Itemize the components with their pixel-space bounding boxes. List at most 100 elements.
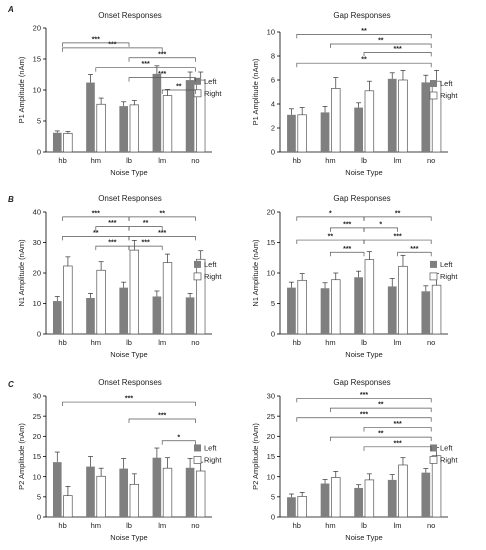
significance-bracket — [95, 67, 196, 72]
significance-bracket — [128, 245, 163, 251]
y-tick-label: 20 — [267, 432, 275, 441]
y-tick-label: 8 — [271, 52, 275, 61]
x-tick-label: lm — [394, 156, 402, 165]
significance-label: *** — [394, 421, 402, 428]
significance-bracket — [330, 251, 365, 257]
significance-label: *** — [343, 246, 351, 253]
legend-swatch-right — [429, 272, 438, 281]
y-tick-label: 30 — [267, 392, 275, 401]
significance-bracket — [296, 417, 432, 422]
bar-left-no — [185, 80, 195, 152]
bar-right-lb — [364, 259, 375, 335]
x-tick-label: lm — [394, 521, 402, 530]
x-tick-label: lb — [361, 156, 367, 165]
y-tick-label: 40 — [33, 208, 41, 217]
chart-title: Onset Responses — [98, 194, 162, 203]
significance-bracket — [128, 57, 196, 62]
y-tick-label: 5 — [271, 299, 275, 308]
bar-left-hb — [52, 462, 62, 517]
x-tick-label: lb — [361, 338, 367, 347]
bar-right-hm — [96, 103, 106, 153]
significance-bracket — [296, 216, 365, 221]
bar-right-no — [196, 258, 206, 335]
legend-label-right: Right — [440, 91, 458, 100]
bar-right-hb — [63, 495, 73, 518]
bar-left-hb — [52, 132, 62, 152]
legend-swatch-left — [194, 77, 201, 85]
legend-swatch-left — [430, 80, 437, 87]
bar-right-lm — [162, 467, 173, 518]
y-tick-label: 0 — [37, 148, 41, 157]
legend-label-left: Left — [440, 79, 453, 88]
significance-label: ** — [159, 210, 165, 217]
y-tick-label: 20 — [33, 432, 41, 441]
significance-bracket — [62, 236, 130, 241]
legend-swatch-left — [194, 444, 201, 452]
significance-bracket — [363, 216, 432, 221]
chart-5: Onset Responses 0 5 10 15 20 25 30 P2 Amplitude … — [17, 378, 222, 542]
significance-label: *** — [92, 36, 100, 43]
y-axis-label: P2 Amplitude (nAm) — [251, 423, 260, 490]
significance-label: ** — [176, 84, 182, 91]
chart-title: Gap Responses — [333, 378, 390, 387]
bar-right-lb — [364, 479, 375, 518]
bar-right-hm — [96, 475, 106, 518]
significance-label: *** — [394, 46, 402, 53]
bar-right-no — [196, 470, 206, 518]
significance-label: *** — [142, 240, 150, 247]
legend-swatch-right — [193, 456, 202, 464]
bar-left-lb — [354, 277, 363, 334]
significance-label: ** — [378, 38, 384, 45]
y-tick-label: 10 — [267, 28, 275, 37]
x-tick-label: hm — [325, 156, 335, 165]
significance-label: *** — [343, 221, 351, 228]
bar-right-hb — [63, 265, 73, 335]
y-tick-label: 30 — [33, 238, 41, 247]
significance-label: *** — [92, 210, 100, 217]
legend-label-left: Left — [440, 260, 453, 269]
bar-right-lm — [162, 95, 173, 153]
significance-bracket — [330, 407, 432, 413]
significance-label: * — [379, 221, 382, 228]
significance-label: *** — [142, 61, 150, 68]
legend-swatch-right — [429, 456, 438, 464]
bar-right-lb — [129, 483, 139, 518]
significance-bracket — [296, 62, 432, 68]
significance-bracket — [128, 236, 196, 241]
y-axis-label: N1 Amplitude (nAm) — [17, 239, 26, 307]
bar-left-lm — [387, 286, 397, 334]
bar-left-hm — [320, 112, 330, 152]
x-tick-label: lm — [158, 156, 166, 165]
bar-left-lm — [387, 479, 397, 517]
bar-right-hb — [297, 279, 307, 335]
legend-swatch-left — [194, 260, 201, 268]
x-tick-label: no — [427, 338, 435, 347]
x-axis-label: Noise Type — [110, 350, 147, 359]
y-axis-label: N1 Amplitude (nAm) — [251, 239, 260, 307]
chart-title: Onset Responses — [98, 378, 162, 387]
significance-bracket — [62, 47, 163, 52]
x-tick-label: hm — [91, 156, 101, 165]
y-tick-label: 25 — [33, 412, 41, 421]
significance-bracket — [296, 398, 432, 403]
y-tick-label: 0 — [37, 513, 41, 522]
x-tick-label: lm — [158, 521, 166, 530]
legend-label-right: Right — [440, 272, 458, 281]
bar-right-lb — [129, 104, 139, 153]
y-tick-label: 15 — [267, 452, 275, 461]
x-axis-label: Noise Type — [110, 168, 147, 177]
significance-bracket — [161, 89, 196, 94]
bar-left-lm — [152, 457, 162, 517]
significance-bracket — [128, 226, 163, 231]
y-tick-label: 5 — [37, 117, 41, 126]
significance-bracket — [128, 77, 196, 82]
bar-right-hm — [331, 477, 341, 518]
significance-label: *** — [158, 230, 166, 237]
significance-bracket — [62, 42, 130, 47]
significance-label: *** — [108, 220, 116, 227]
y-tick-label: 15 — [33, 452, 41, 461]
y-tick-label: 25 — [267, 412, 275, 421]
significance-label: *** — [158, 412, 166, 419]
y-tick-label: 10 — [33, 472, 41, 481]
bar-right-lb — [364, 90, 375, 153]
